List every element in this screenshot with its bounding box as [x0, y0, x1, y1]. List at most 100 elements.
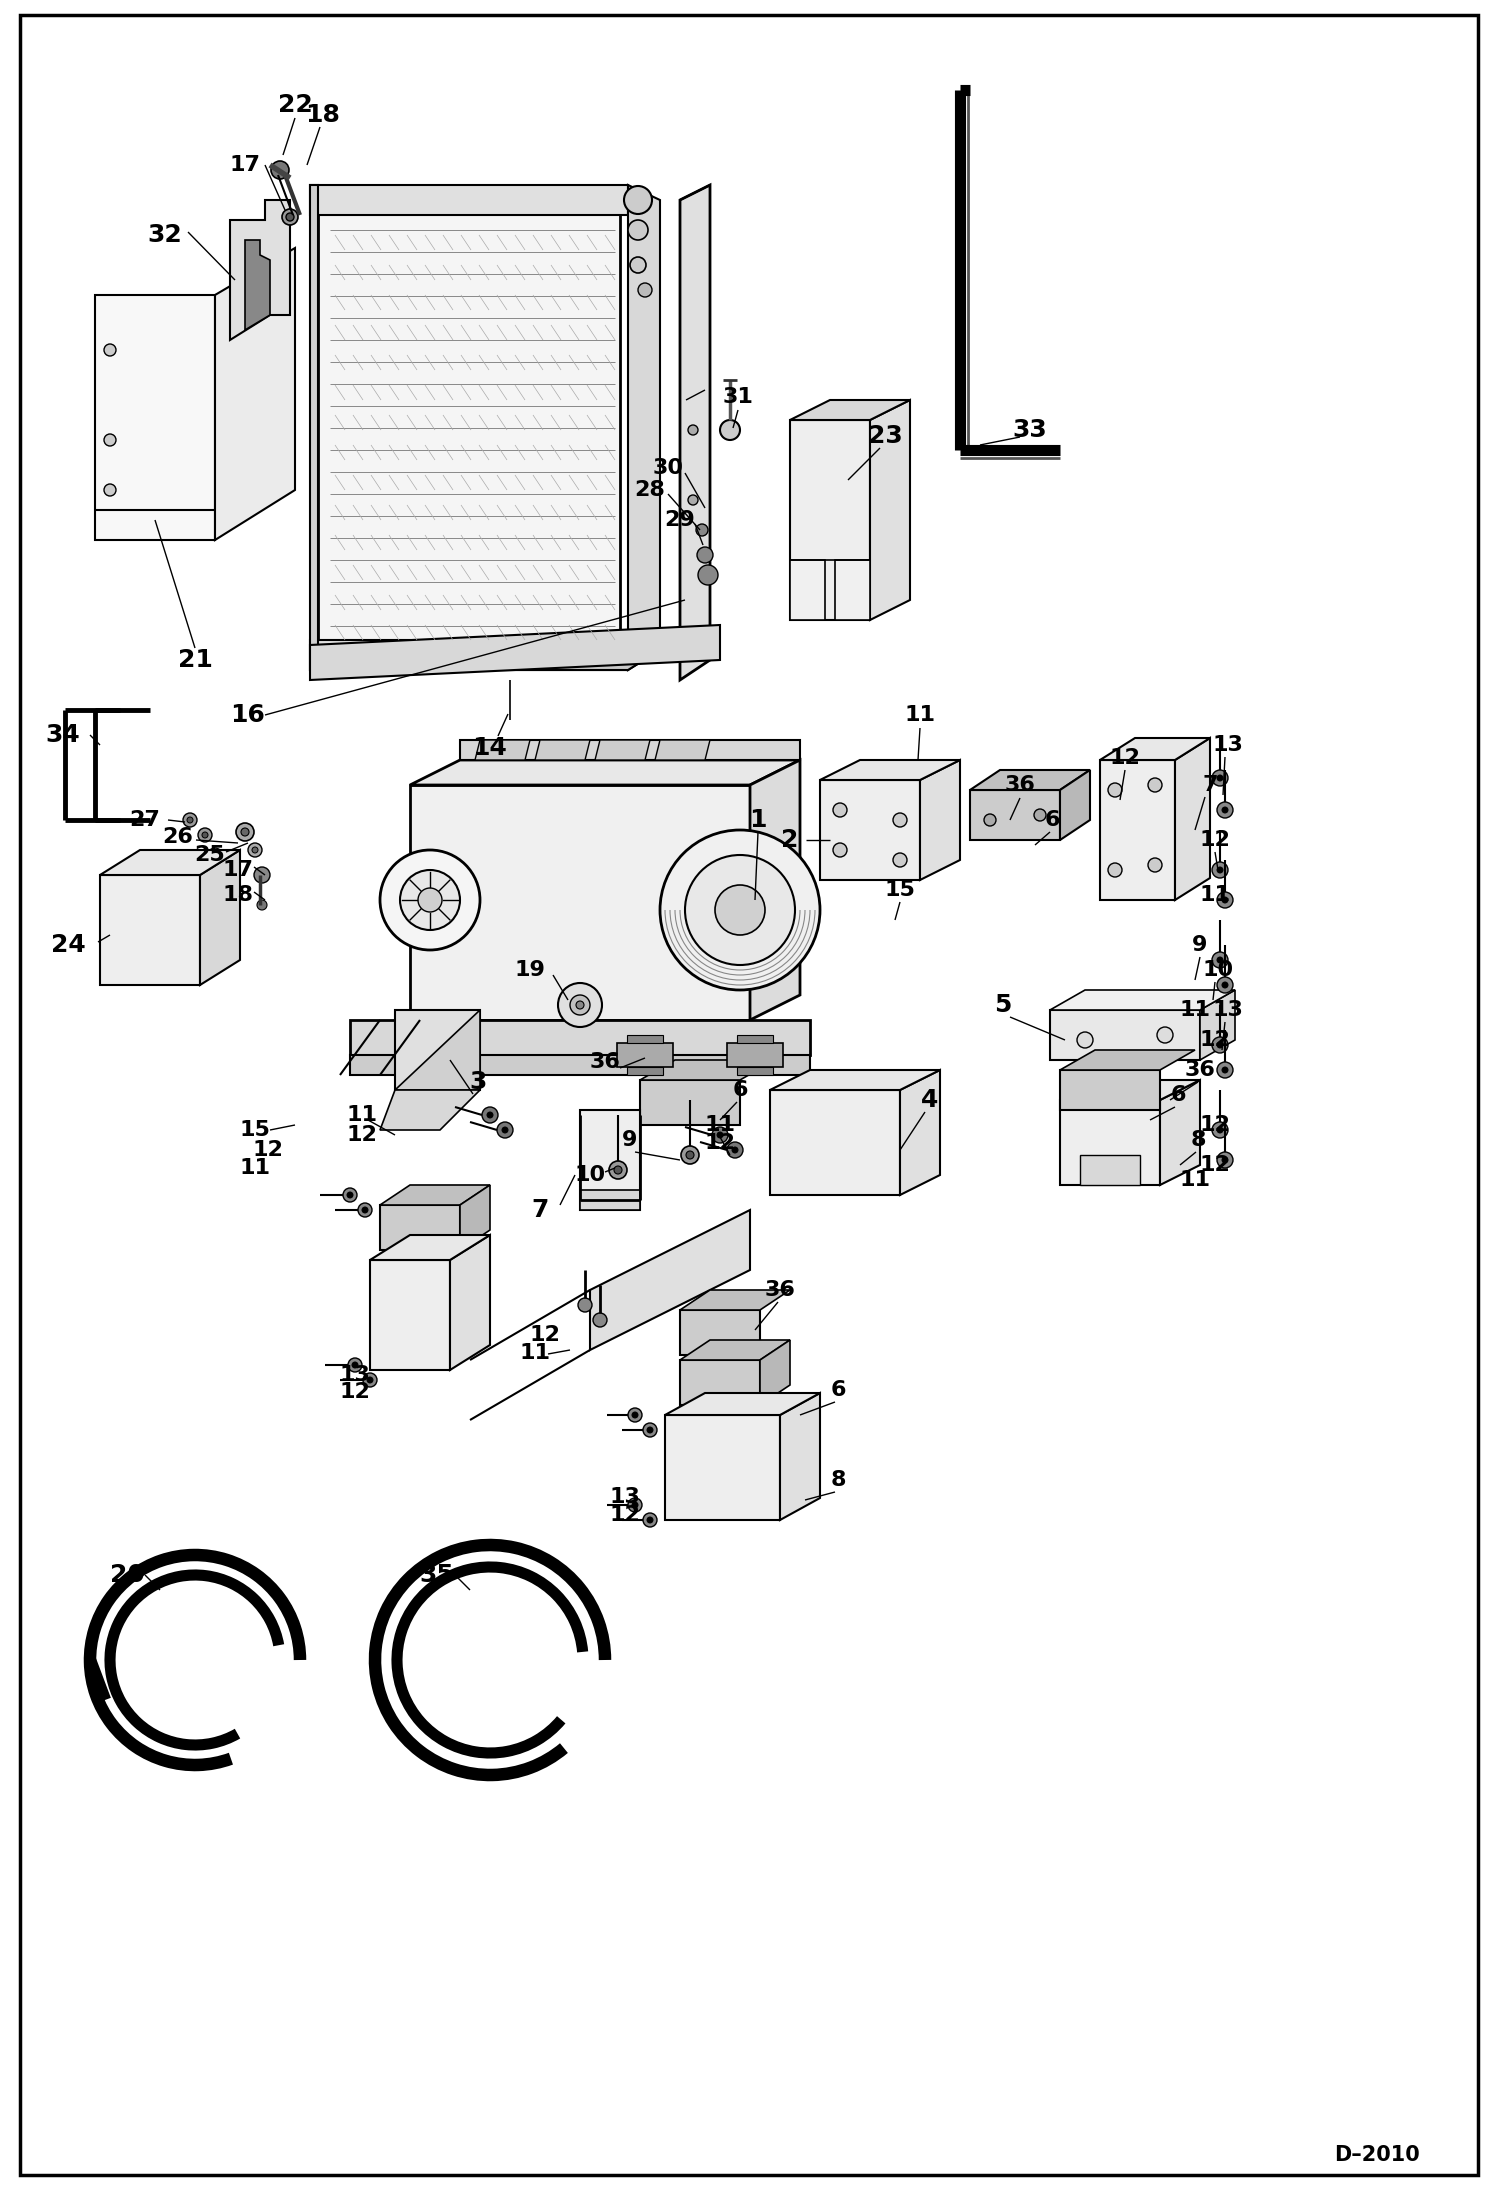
Text: 17: 17 — [223, 860, 253, 880]
Polygon shape — [1159, 1079, 1200, 1185]
Circle shape — [721, 419, 740, 441]
Circle shape — [348, 1358, 363, 1371]
Polygon shape — [310, 625, 721, 680]
Text: 34: 34 — [45, 724, 81, 746]
Circle shape — [1212, 952, 1228, 968]
Circle shape — [271, 160, 289, 180]
Polygon shape — [971, 790, 1061, 840]
Text: 13: 13 — [1212, 735, 1243, 755]
Circle shape — [893, 814, 906, 827]
Polygon shape — [310, 184, 628, 215]
Circle shape — [1212, 1038, 1228, 1053]
Text: 11: 11 — [1179, 1169, 1210, 1189]
Circle shape — [103, 485, 115, 496]
Polygon shape — [351, 1055, 810, 1075]
Text: 10: 10 — [574, 1165, 605, 1185]
Text: 36: 36 — [764, 1279, 795, 1301]
Circle shape — [647, 1426, 653, 1433]
Text: 35: 35 — [419, 1562, 454, 1586]
Polygon shape — [640, 1060, 774, 1079]
Circle shape — [502, 1128, 508, 1132]
Polygon shape — [819, 759, 960, 781]
Polygon shape — [1061, 1099, 1159, 1185]
Circle shape — [482, 1108, 497, 1123]
Polygon shape — [617, 1042, 673, 1066]
Circle shape — [718, 1132, 724, 1139]
Circle shape — [497, 1121, 512, 1139]
Polygon shape — [1050, 1009, 1200, 1060]
Text: 18: 18 — [306, 103, 340, 127]
Circle shape — [487, 1112, 493, 1119]
Text: 7: 7 — [1203, 774, 1218, 794]
Circle shape — [1222, 983, 1228, 987]
Circle shape — [638, 283, 652, 296]
Text: 25: 25 — [195, 845, 225, 864]
Circle shape — [688, 426, 698, 434]
Circle shape — [833, 842, 846, 858]
Text: 13: 13 — [1212, 1000, 1243, 1020]
Circle shape — [1216, 1042, 1222, 1049]
Polygon shape — [395, 1009, 479, 1090]
Circle shape — [258, 900, 267, 911]
Polygon shape — [449, 1235, 490, 1369]
Circle shape — [241, 827, 249, 836]
Circle shape — [1216, 893, 1233, 908]
Circle shape — [237, 823, 255, 840]
Polygon shape — [737, 1036, 773, 1042]
Polygon shape — [920, 759, 960, 880]
Circle shape — [984, 814, 996, 825]
Polygon shape — [971, 770, 1091, 790]
Circle shape — [1147, 779, 1162, 792]
Polygon shape — [351, 1020, 810, 1055]
Text: 4: 4 — [921, 1088, 939, 1112]
Text: 36: 36 — [1185, 1060, 1215, 1079]
Circle shape — [733, 1147, 739, 1154]
Polygon shape — [900, 1071, 941, 1196]
Text: 17: 17 — [229, 156, 261, 176]
Polygon shape — [750, 759, 800, 1020]
Circle shape — [593, 1312, 607, 1327]
Polygon shape — [1100, 759, 1174, 900]
Polygon shape — [789, 419, 870, 621]
Text: 11: 11 — [905, 704, 935, 724]
Polygon shape — [201, 849, 240, 985]
Circle shape — [893, 853, 906, 867]
Polygon shape — [1174, 737, 1210, 900]
Circle shape — [1222, 807, 1228, 814]
Circle shape — [343, 1187, 357, 1202]
Text: 12: 12 — [253, 1141, 283, 1161]
Circle shape — [1216, 1152, 1233, 1167]
Polygon shape — [580, 1189, 640, 1211]
Circle shape — [187, 816, 193, 823]
Polygon shape — [665, 1415, 780, 1520]
Text: 28: 28 — [635, 480, 665, 500]
Polygon shape — [460, 1185, 490, 1251]
Text: 6: 6 — [1044, 810, 1059, 829]
Circle shape — [352, 1362, 358, 1369]
Polygon shape — [318, 200, 620, 649]
Text: 12: 12 — [704, 1132, 736, 1154]
Polygon shape — [789, 559, 825, 621]
Polygon shape — [395, 1009, 479, 1090]
Circle shape — [577, 1000, 584, 1009]
Text: 9: 9 — [1192, 935, 1207, 954]
Text: 10: 10 — [1203, 961, 1233, 981]
Polygon shape — [770, 1090, 900, 1196]
Circle shape — [614, 1165, 622, 1174]
Text: 21: 21 — [178, 647, 213, 671]
Circle shape — [400, 871, 460, 930]
Circle shape — [1216, 867, 1222, 873]
Text: 12: 12 — [340, 1382, 370, 1402]
Circle shape — [661, 829, 819, 989]
Text: 23: 23 — [867, 423, 902, 448]
Circle shape — [715, 884, 765, 935]
Circle shape — [1216, 1128, 1222, 1132]
Polygon shape — [246, 239, 270, 329]
Circle shape — [208, 849, 222, 862]
Circle shape — [557, 983, 602, 1027]
Text: 12: 12 — [1200, 1115, 1230, 1134]
Circle shape — [1109, 862, 1122, 878]
Text: 11: 11 — [520, 1343, 550, 1362]
Circle shape — [103, 434, 115, 445]
Text: 19: 19 — [514, 961, 545, 981]
